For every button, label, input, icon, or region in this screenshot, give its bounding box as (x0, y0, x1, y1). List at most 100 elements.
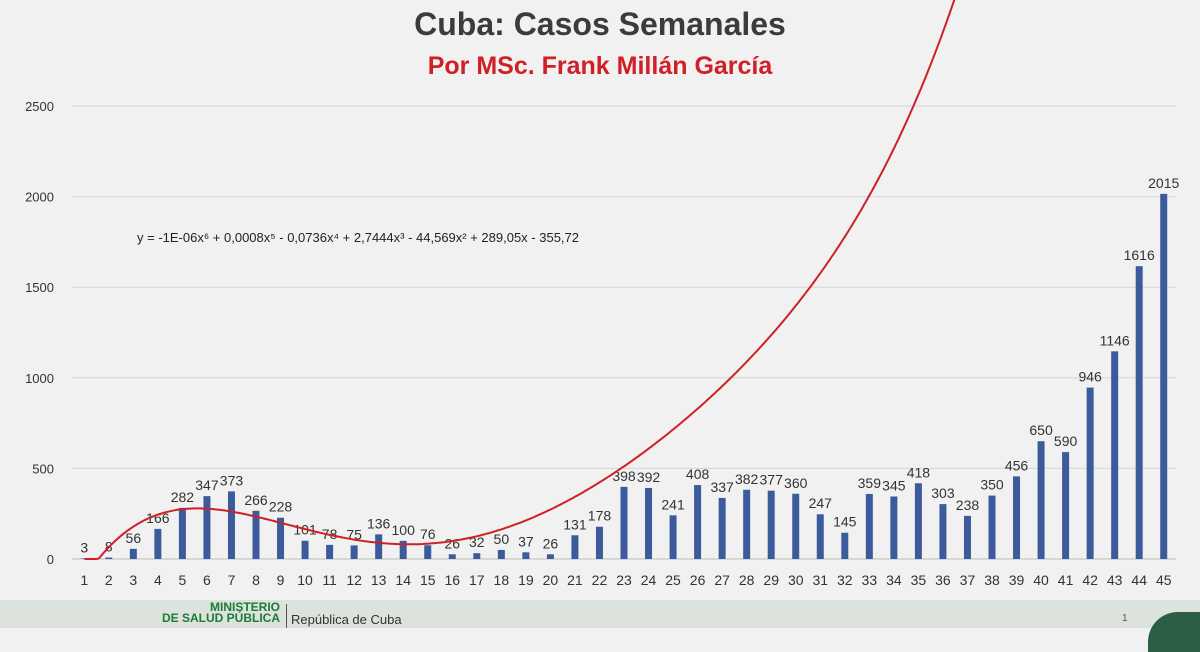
x-tick-label: 13 (371, 572, 387, 588)
data-label: 76 (420, 526, 436, 542)
ministry-line-1: MINISTERIO (209, 600, 280, 614)
y-tick-label: 2000 (25, 190, 54, 205)
data-label: 247 (809, 495, 833, 511)
bar (350, 545, 358, 559)
data-label: 1616 (1124, 247, 1155, 263)
bar (375, 534, 383, 559)
x-tick-label: 10 (297, 572, 313, 588)
y-axis-ticks: 0 500 1000 1500 2000 2500 (25, 99, 54, 567)
data-label: 382 (735, 471, 759, 487)
data-label: 337 (710, 479, 734, 495)
bar (645, 487, 653, 559)
data-label: 32 (469, 534, 485, 550)
data-label: 408 (686, 466, 710, 482)
data-label: 373 (220, 472, 244, 488)
x-tick-label: 40 (1033, 572, 1049, 588)
y-tick-label: 0 (47, 552, 54, 567)
bar (301, 540, 309, 559)
x-tick-label: 4 (154, 572, 162, 588)
bar (252, 510, 260, 559)
x-tick-label: 5 (179, 572, 187, 588)
data-label: 238 (956, 497, 980, 513)
y-tick-label: 1000 (25, 371, 54, 386)
x-tick-label: 12 (346, 572, 362, 588)
data-label: 26 (444, 535, 460, 551)
trendline-equation: y = -1E-06x⁶ + 0,0008x⁵ - 0,0736x⁴ + 2,7… (137, 230, 579, 245)
bar (424, 545, 432, 559)
data-label: 590 (1054, 433, 1078, 449)
x-tick-label: 28 (739, 572, 755, 588)
bar (129, 548, 137, 559)
x-tick-label: 20 (543, 572, 559, 588)
data-label: 131 (563, 516, 587, 532)
x-tick-label: 41 (1058, 572, 1074, 588)
x-tick-label: 29 (763, 572, 779, 588)
data-label: 360 (784, 475, 808, 491)
chart-subtitle: Por MSc. Frank Millán García (427, 52, 773, 80)
bar (595, 526, 603, 559)
x-tick-label: 22 (592, 572, 608, 588)
x-tick-label: 15 (420, 572, 436, 588)
bar (326, 544, 334, 559)
x-tick-label: 17 (469, 572, 485, 588)
y-tick-label: 2500 (25, 99, 54, 114)
x-tick-label: 31 (812, 572, 828, 588)
bar (743, 489, 751, 559)
bar (620, 486, 628, 559)
x-tick-label: 44 (1131, 572, 1147, 588)
x-tick-label: 23 (616, 572, 632, 588)
y-tick-label: 500 (32, 461, 54, 476)
x-tick-label: 35 (911, 572, 927, 588)
x-tick-label: 8 (252, 572, 260, 588)
data-label: 350 (980, 477, 1004, 493)
bar (1062, 452, 1070, 559)
data-label: 1146 (1100, 332, 1130, 348)
bar (865, 493, 873, 559)
bar (1086, 387, 1094, 559)
bar (571, 535, 579, 559)
x-tick-label: 11 (322, 572, 337, 588)
data-label: 345 (882, 477, 906, 493)
trendline-curve (84, 0, 956, 560)
data-label: 56 (126, 530, 142, 546)
x-tick-label: 33 (862, 572, 878, 588)
bar (448, 554, 456, 559)
data-label: 136 (367, 515, 391, 531)
data-label: 456 (1005, 457, 1029, 473)
x-tick-label: 25 (665, 572, 681, 588)
data-label: 145 (833, 514, 857, 530)
x-tick-label: 24 (641, 572, 657, 588)
data-label: 398 (612, 468, 636, 484)
bar (178, 507, 186, 559)
data-label: 392 (637, 469, 661, 485)
x-tick-label: 3 (129, 572, 137, 588)
x-tick-label: 45 (1156, 572, 1172, 588)
bar (963, 515, 971, 559)
bar (227, 491, 235, 559)
bar (1135, 266, 1143, 559)
bar (841, 532, 849, 559)
bar (767, 490, 775, 559)
data-label: 347 (195, 477, 219, 493)
x-tick-label: 30 (788, 572, 804, 588)
bar (669, 515, 677, 559)
bar (105, 557, 113, 559)
x-axis-ticks: 1 2 3 4 5 6 7 8 9 10 11 12 13 14 15 16 17 18 19 20 21 22 23 24 2… (80, 572, 1171, 588)
bar (522, 552, 530, 559)
bar (1013, 476, 1021, 559)
data-label: 418 (907, 464, 931, 480)
bar (473, 553, 481, 559)
bar (154, 528, 162, 559)
x-tick-label: 9 (277, 572, 285, 588)
republic-label: República de Cuba (291, 612, 402, 627)
page-number: 1 (1122, 613, 1128, 624)
data-label: 37 (518, 533, 534, 549)
data-label: 78 (322, 526, 338, 542)
x-tick-label: 36 (935, 572, 951, 588)
x-tick-label: 19 (518, 572, 534, 588)
data-label: 3 (80, 539, 88, 555)
trendline (84, 0, 956, 560)
data-label: 377 (760, 472, 784, 488)
